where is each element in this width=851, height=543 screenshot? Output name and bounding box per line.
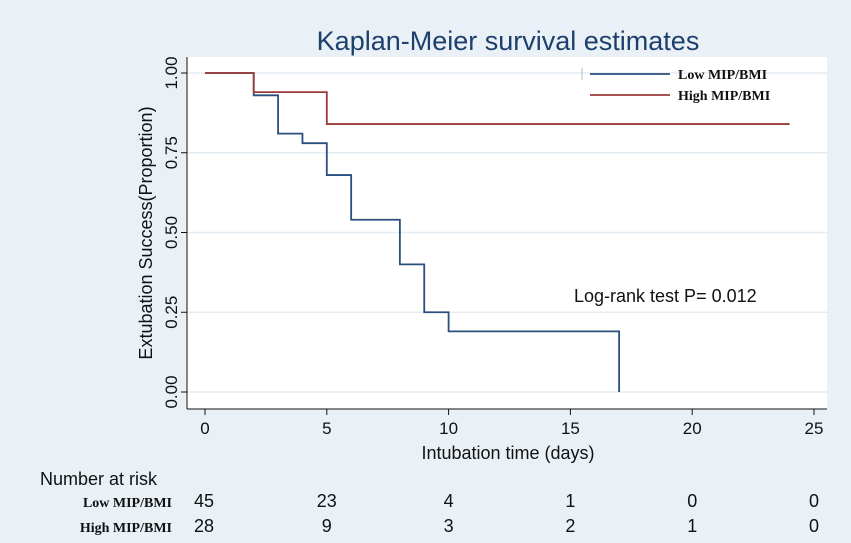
x-tick-label: 0 [200,419,209,438]
risk-count: 1 [687,516,697,536]
axes: 0.00 0.25 0.50 0.75 1.00 0 5 10 15 20 25 [162,56,827,438]
y-tick-label: 0.50 [162,216,181,249]
risk-count: 4 [444,491,454,511]
risk-count: 0 [687,491,697,511]
series-lines [205,72,790,392]
series-line-low-mip-bmi [205,72,621,392]
risk-count: 28 [194,516,214,536]
legend: Low MIP/BMI High MIP/BMI [581,68,770,104]
x-tick-label: 25 [805,419,824,438]
risk-count: 0 [809,491,819,511]
x-tick-label: 20 [683,419,702,438]
chart-title: Kaplan-Meier survival estimates [317,26,700,56]
series-line-high-mip-bmi [205,72,790,125]
risk-count: 1 [565,491,575,511]
gridlines [187,72,827,393]
y-tick-label: 0.00 [162,375,181,408]
risk-count: 45 [194,491,214,511]
x-tick-label: 5 [322,419,331,438]
risk-count: 0 [809,516,819,536]
x-axis-label: Intubation time (days) [421,443,594,463]
x-tick-label: 15 [561,419,580,438]
risk-count: 3 [444,516,454,536]
risk-row-label: Low MIP/BMI [83,496,172,511]
log-rank-annotation: Log-rank test P= 0.012 [574,286,757,306]
risk-table: Low MIP/BMI 45 23 4 1 0 0 High MIP/BMI 28 9 3 2 1 0 [80,491,819,536]
risk-count: 23 [317,491,337,511]
y-axis-label: Extubation Success(Proportion) [136,106,156,359]
y-tick-label: 0.25 [162,296,181,329]
risk-row-label: High MIP/BMI [80,521,172,536]
legend-label: Low MIP/BMI [678,68,767,83]
y-tick-label: 1.00 [162,56,181,89]
legend-label: High MIP/BMI [678,89,770,104]
x-tick-label: 10 [439,419,458,438]
risk-count: 9 [322,516,332,536]
y-tick-label: 0.75 [162,136,181,169]
risk-count: 2 [565,516,575,536]
risk-table-heading: Number at risk [40,469,158,489]
